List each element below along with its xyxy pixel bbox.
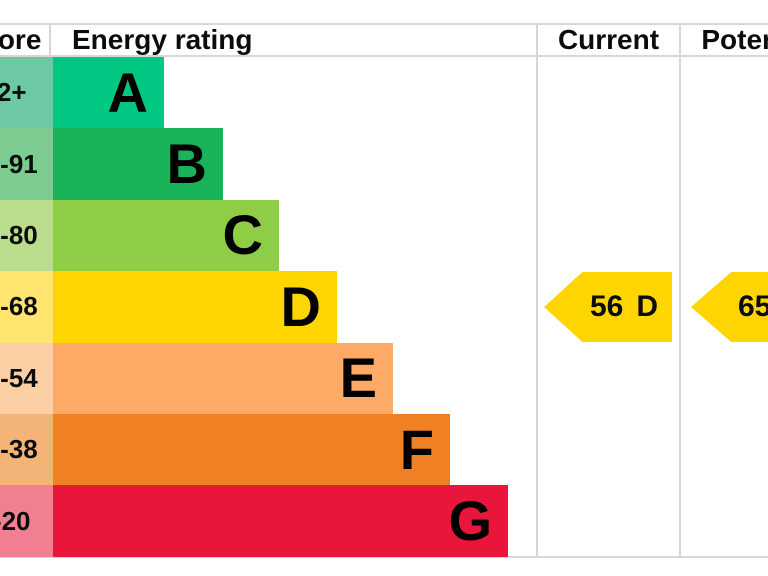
score-range-d: 55-68 [0, 291, 38, 322]
band-row-c: 69-80 C [0, 199, 768, 272]
score-cell-b: 81-91 [0, 128, 53, 200]
energy-rating-header-label: Energy rating [72, 24, 253, 55]
potential-header-label: Potential [701, 24, 768, 55]
band-bar-g: G [53, 485, 508, 557]
divider-current-potential [679, 23, 681, 558]
score-header-label: Score [0, 24, 42, 55]
current-column-header: Current [538, 23, 679, 57]
score-range-a: 92+ [0, 77, 27, 108]
potential-rating-arrow: 65 [691, 272, 768, 342]
score-cell-e: 39-54 [0, 342, 53, 414]
current-score: 56 [590, 290, 624, 323]
score-range-b: 81-91 [0, 148, 38, 179]
band-letter-f: F [399, 417, 434, 481]
band-row-e: 39-54 E [0, 342, 768, 414]
band-rows: 92+ A 81-91 B 69-80 C [0, 57, 768, 557]
energy-rating-column-header: Energy rating [72, 23, 252, 57]
score-range-c: 69-80 [0, 219, 38, 250]
band-letter-b: B [166, 132, 207, 196]
current-rating-arrow: 56 D [544, 272, 672, 342]
score-column-header: Score [0, 23, 49, 57]
band-row-a: 92+ A [0, 57, 768, 129]
band-row-b: 81-91 B [0, 128, 768, 200]
score-range-f: 21-38 [0, 434, 38, 465]
table-top-border [0, 23, 768, 25]
band-letter-g: G [448, 489, 492, 553]
band-bar-e: E [53, 342, 393, 414]
header-bottom-border [0, 55, 768, 57]
band-bar-c: C [53, 199, 279, 272]
band-bar-a: A [53, 57, 164, 129]
current-header-label: Current [557, 24, 660, 55]
band-letter-d: D [280, 274, 321, 338]
table-bottom-border [0, 556, 768, 558]
score-cell-d: 55-68 [0, 271, 53, 343]
band-bar-b: B [53, 128, 223, 200]
score-cell-f: 21-38 [0, 413, 53, 486]
score-cell-a: 92+ [0, 57, 53, 129]
score-range-e: 39-54 [0, 362, 38, 393]
band-bar-f: F [53, 413, 450, 486]
band-row-g: 1-20 G [0, 485, 768, 557]
band-row-d: 55-68 D [0, 271, 768, 343]
score-cell-g: 1-20 [0, 485, 53, 557]
potential-arrow-text: 65 [738, 272, 768, 342]
band-letter-c: C [222, 203, 263, 267]
score-range-g: 1-20 [0, 505, 31, 536]
current-rating-letter: D [636, 290, 659, 323]
potential-score: 65 [738, 290, 768, 323]
divider-rating-current [536, 23, 538, 558]
potential-column-header: Potential [681, 23, 768, 57]
band-letter-e: E [339, 346, 377, 410]
band-row-f: 21-38 F [0, 413, 768, 486]
current-arrow-text: 56 D [590, 272, 658, 342]
score-cell-c: 69-80 [0, 199, 53, 272]
band-letter-a: A [107, 60, 148, 124]
band-bar-d: D [53, 271, 337, 343]
